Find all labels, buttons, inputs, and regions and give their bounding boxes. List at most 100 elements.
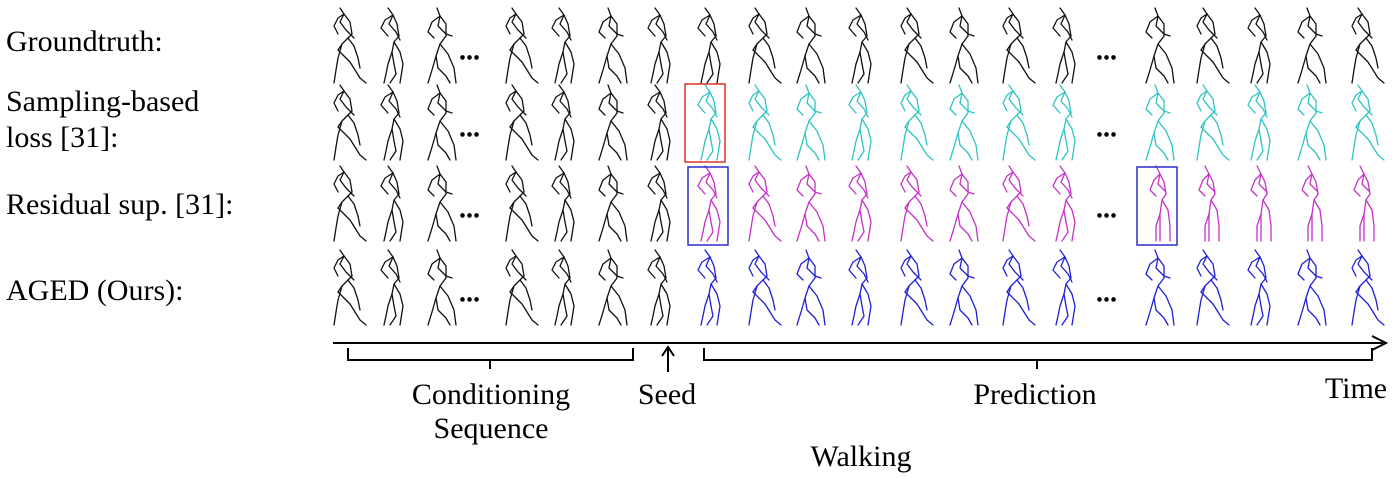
pose-prediction-row-1-frame-6 xyxy=(1002,84,1036,161)
pose-prediction-row-1-frame-0 xyxy=(697,84,721,161)
pose-conditioning-row-3-frame-6 xyxy=(647,249,671,326)
pose-prediction-row-1-frame-9 xyxy=(1196,84,1230,161)
pose-prediction-row-2-frame-12 xyxy=(1353,165,1375,242)
pose-prediction-row-2-frame-0 xyxy=(697,165,721,242)
pose-prediction-row-2-frame-10 xyxy=(1250,165,1272,242)
pose-prediction-row-2-frame-3 xyxy=(848,165,872,242)
pose-prediction-row-2-frame-2 xyxy=(796,165,826,242)
pose-conditioning-row-1-frame-2 xyxy=(427,84,457,161)
pose-prediction-row-0-frame-1 xyxy=(748,7,782,84)
pose-conditioning-row-2-frame-5 xyxy=(598,165,628,242)
pose-grid: ........................ xyxy=(333,7,1385,326)
pose-prediction-row-2-frame-6 xyxy=(1002,165,1036,242)
ellipsis-prediction-row-0: ... xyxy=(1096,35,1117,66)
pose-prediction-row-0-frame-8 xyxy=(1145,7,1175,84)
pose-conditioning-row-2-frame-4 xyxy=(551,165,575,242)
pose-prediction-row-1-frame-1 xyxy=(748,84,782,161)
ellipsis-prediction-row-2: ... xyxy=(1096,193,1117,224)
pose-prediction-row-3-frame-10 xyxy=(1247,249,1271,326)
pose-prediction-row-3-frame-2 xyxy=(796,249,826,326)
pose-conditioning-row-1-frame-5 xyxy=(598,84,628,161)
highlight-box-residual-later xyxy=(1136,166,1178,246)
pose-prediction-row-3-frame-8 xyxy=(1145,249,1175,326)
pose-conditioning-row-3-frame-3 xyxy=(505,249,539,326)
conditioning-brace xyxy=(347,348,634,361)
ellipsis-conditioning-row-3: ... xyxy=(459,277,480,308)
ellipsis-conditioning-row-0: ... xyxy=(459,35,480,66)
pose-prediction-row-0-frame-9 xyxy=(1196,7,1230,84)
pose-conditioning-row-3-frame-5 xyxy=(598,249,628,326)
pose-conditioning-row-0-frame-4 xyxy=(551,7,575,84)
pose-conditioning-row-2-frame-0 xyxy=(333,165,367,242)
pose-prediction-row-3-frame-3 xyxy=(848,249,872,326)
pose-conditioning-row-2-frame-2 xyxy=(427,165,457,242)
pose-conditioning-row-0-frame-5 xyxy=(598,7,628,84)
pose-prediction-row-1-frame-5 xyxy=(949,84,979,161)
pose-prediction-row-0-frame-5 xyxy=(949,7,979,84)
pose-prediction-row-2-frame-11 xyxy=(1301,165,1323,242)
prediction-brace xyxy=(703,348,1373,361)
pose-prediction-row-1-frame-4 xyxy=(900,84,934,161)
pose-prediction-row-3-frame-12 xyxy=(1351,249,1385,326)
pose-prediction-row-3-frame-1 xyxy=(748,249,782,326)
pose-prediction-row-0-frame-3 xyxy=(848,7,872,84)
pose-prediction-row-1-frame-8 xyxy=(1145,84,1175,161)
pose-prediction-row-0-frame-6 xyxy=(1002,7,1036,84)
figure-caption: Walking xyxy=(810,440,912,473)
pose-conditioning-row-1-frame-0 xyxy=(333,84,367,161)
pose-prediction-row-2-frame-5 xyxy=(949,165,979,242)
pose-prediction-row-0-frame-0 xyxy=(697,7,721,84)
pose-conditioning-row-0-frame-1 xyxy=(380,7,404,84)
pose-prediction-row-0-frame-11 xyxy=(1297,7,1327,84)
pose-prediction-row-0-frame-4 xyxy=(900,7,934,84)
pose-prediction-row-1-frame-12 xyxy=(1351,84,1385,161)
pose-conditioning-row-1-frame-4 xyxy=(551,84,575,161)
pose-conditioning-row-2-frame-3 xyxy=(505,165,539,242)
pose-prediction-row-3-frame-4 xyxy=(900,249,934,326)
pose-conditioning-row-0-frame-3 xyxy=(505,7,539,84)
pose-prediction-row-2-frame-1 xyxy=(748,165,782,242)
pose-conditioning-row-1-frame-3 xyxy=(505,84,539,161)
pose-prediction-row-0-frame-7 xyxy=(1052,7,1076,84)
conditioning-sequence-label: Conditioning Sequence xyxy=(411,378,571,445)
pose-conditioning-row-3-frame-1 xyxy=(380,249,404,326)
pose-prediction-row-1-frame-10 xyxy=(1247,84,1271,161)
pose-prediction-row-1-frame-7 xyxy=(1052,84,1076,161)
pose-conditioning-row-0-frame-6 xyxy=(647,7,671,84)
highlight-box-sampling-first xyxy=(684,83,726,163)
ellipsis-prediction-row-3: ... xyxy=(1096,277,1117,308)
row-label-groundtruth: Groundtruth: xyxy=(6,25,163,58)
prediction-label: Prediction xyxy=(973,378,1097,411)
pose-prediction-row-0-frame-10 xyxy=(1247,7,1271,84)
row-label-aged: AGED (Ours): xyxy=(6,274,184,307)
pose-prediction-row-0-frame-12 xyxy=(1351,7,1385,84)
pose-prediction-row-2-frame-8 xyxy=(1149,165,1171,242)
row-label-sampling-loss: Sampling-based loss [31]: xyxy=(6,85,200,154)
pose-prediction-row-3-frame-11 xyxy=(1297,249,1327,326)
pose-prediction-row-1-frame-11 xyxy=(1297,84,1327,161)
ellipsis-prediction-row-1: ... xyxy=(1096,112,1117,143)
pose-conditioning-row-0-frame-0 xyxy=(333,7,367,84)
seed-label: Seed xyxy=(637,378,697,411)
pose-prediction-row-2-frame-9 xyxy=(1198,165,1220,242)
pose-conditioning-row-1-frame-6 xyxy=(647,84,671,161)
highlight-box-residual-first xyxy=(687,166,729,246)
timeline-axis xyxy=(333,335,1389,372)
pose-prediction-row-2-frame-4 xyxy=(900,165,934,242)
pose-prediction-row-2-frame-7 xyxy=(1052,165,1076,242)
pose-conditioning-row-2-frame-6 xyxy=(647,165,671,242)
pose-conditioning-row-3-frame-4 xyxy=(551,249,575,326)
pose-prediction-row-3-frame-9 xyxy=(1196,249,1230,326)
pose-prediction-row-3-frame-7 xyxy=(1052,249,1076,326)
pose-prediction-row-3-frame-6 xyxy=(1002,249,1036,326)
ellipsis-conditioning-row-1: ... xyxy=(459,112,480,143)
pose-conditioning-row-1-frame-1 xyxy=(380,84,404,161)
pose-prediction-row-3-frame-5 xyxy=(949,249,979,326)
pose-prediction-row-3-frame-0 xyxy=(697,249,721,326)
pose-conditioning-row-0-frame-2 xyxy=(427,7,457,84)
ellipsis-conditioning-row-2: ... xyxy=(459,193,480,224)
pose-prediction-row-1-frame-3 xyxy=(848,84,872,161)
pose-conditioning-row-3-frame-0 xyxy=(333,249,367,326)
time-label: Time xyxy=(1324,372,1388,405)
